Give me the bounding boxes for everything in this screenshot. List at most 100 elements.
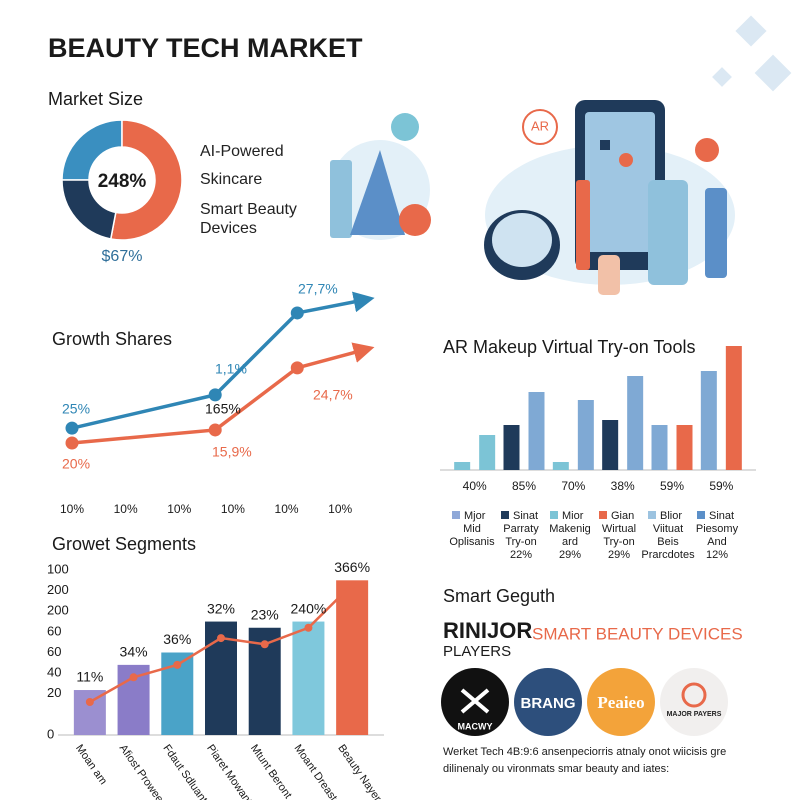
chart-title: AR Makeup Virtual Try-on Tools	[443, 337, 695, 357]
legend-label: Makenig	[549, 523, 591, 535]
legend-label: Sinat	[513, 510, 538, 522]
legend-label: Smart Beauty Devices	[200, 201, 297, 237]
legend-label: Skincare	[200, 171, 263, 188]
legend-label: Blior	[660, 510, 682, 522]
x-tick-label: 70%	[561, 479, 585, 493]
x-tick-label: 10%	[221, 502, 245, 516]
bar	[73, 690, 106, 735]
bar	[552, 462, 569, 470]
bar-label: 23%	[251, 606, 279, 622]
legend-label: Sinat	[709, 510, 734, 522]
chart-title: Growet Segments	[52, 534, 196, 554]
legend-label: Parraty	[503, 523, 539, 535]
annotation: 165%	[205, 401, 241, 417]
annotation: 20%	[62, 456, 90, 472]
devices-title: SMART BEAUTY DEVICES	[532, 624, 743, 643]
legend-swatch	[697, 511, 705, 519]
brand-name: MACWY	[458, 721, 493, 731]
legend-label: Mior	[562, 510, 584, 522]
line-series	[71, 291, 375, 430]
legend-swatch	[452, 511, 460, 519]
line-point	[348, 580, 357, 589]
x-tick-label: 59%	[709, 479, 733, 493]
line-point	[85, 698, 94, 706]
bar	[503, 425, 520, 470]
bar	[627, 376, 644, 470]
players-sub: PLAYERS	[443, 643, 511, 660]
legend-label: 29%	[559, 549, 581, 561]
legend-label: Try-on	[603, 536, 634, 548]
brand-logo	[514, 668, 582, 736]
x-tick-label: 10%	[114, 502, 138, 516]
x-tick-label: Moan am	[73, 743, 109, 787]
brand-logo	[587, 668, 655, 736]
bar	[676, 425, 693, 470]
bar	[577, 400, 594, 470]
bar	[651, 425, 668, 470]
y-tick-label: 40	[47, 665, 61, 680]
bar-label: 32%	[207, 600, 235, 616]
y-tick-label: 100	[47, 561, 69, 576]
line-point	[260, 640, 269, 649]
line-point	[173, 660, 182, 669]
legend-label: Gian	[611, 510, 634, 522]
x-tick-label: Fdaut Sdluant	[160, 743, 209, 800]
brand-name: BRANG	[521, 695, 576, 712]
brand-logo	[660, 668, 728, 736]
legend-label: Mid	[463, 523, 481, 535]
legend-label: 12%	[706, 549, 728, 561]
legend-label: Prarcdotes	[641, 549, 695, 561]
x-tick-label: 59%	[660, 479, 684, 493]
legend-label: And	[707, 536, 727, 548]
legend-label: 22%	[510, 549, 532, 561]
legend-label: Mjor	[464, 510, 486, 522]
logo-icon	[681, 682, 707, 708]
y-tick-label: 200	[47, 582, 69, 597]
legend-label: Try-on	[505, 536, 536, 548]
bar-label: 36%	[163, 631, 191, 647]
y-tick-label: 60	[47, 644, 61, 659]
x-tick-label: 10%	[60, 502, 84, 516]
y-tick-label: 20	[47, 685, 61, 700]
chart-title: Growth Shares	[52, 329, 172, 349]
legend-swatch	[550, 511, 558, 519]
x-tick-label: Piaret Mowant	[204, 743, 254, 800]
legend-swatch	[599, 511, 607, 519]
players-title: RINIJOR	[443, 618, 532, 643]
bar	[725, 346, 742, 470]
annotation: 27,7%	[298, 281, 338, 297]
bar	[292, 621, 325, 735]
pie-slice	[109, 119, 183, 241]
line-point	[290, 361, 304, 375]
bar-label: 11%	[76, 669, 103, 685]
x-tick-label: 85%	[512, 479, 536, 493]
legend-swatch	[501, 511, 509, 519]
y-tick-label: 200	[47, 603, 69, 618]
chart-title: Market Size	[48, 89, 143, 109]
footer-text: dilinenaly ou vironmats smar beauty and …	[443, 763, 669, 775]
bar-label: 366%	[334, 559, 370, 575]
legend-label: Piesomy	[696, 523, 739, 535]
page-title: BEAUTY TECH MARKET	[48, 33, 363, 63]
bar	[336, 580, 369, 735]
line-point	[290, 306, 304, 320]
x-tick-label: Mtunt Beront	[248, 743, 294, 800]
legend-label: ard	[562, 536, 578, 548]
annotation: 24,7%	[313, 387, 353, 403]
legend-label: Viituat	[653, 523, 683, 535]
annotation: 25%	[62, 401, 90, 417]
bar	[454, 462, 471, 470]
section-heading: Smart Geguth	[443, 586, 555, 606]
bar	[479, 435, 496, 470]
legend-label: Wirtual	[602, 523, 636, 535]
logo-icon	[460, 688, 490, 714]
x-tick-label: Moant Dreast	[292, 743, 340, 800]
y-tick-label: 0	[47, 726, 54, 741]
x-tick-label: 10%	[328, 502, 352, 516]
line-point	[65, 436, 79, 450]
center-label: 248%	[98, 171, 147, 192]
brand-name: Peaieo	[597, 693, 644, 712]
footer-text: Werket Tech 4B:9:6 ansenpeciorris atnaly…	[443, 746, 726, 758]
